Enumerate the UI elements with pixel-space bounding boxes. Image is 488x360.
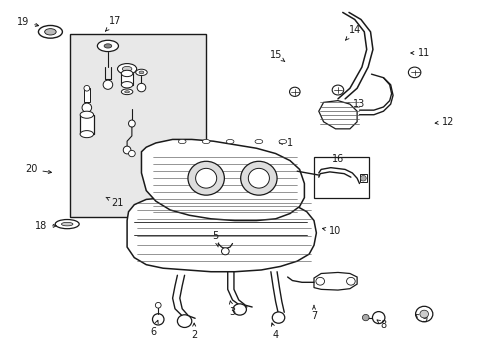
Ellipse shape [121, 70, 133, 77]
Ellipse shape [124, 91, 129, 93]
Text: 11: 11 [410, 48, 429, 58]
Ellipse shape [226, 139, 233, 144]
Text: 14: 14 [345, 25, 360, 40]
Bar [121, 73, 133, 85]
Text: 9: 9 [415, 314, 427, 324]
Text: 8: 8 [376, 320, 386, 330]
Ellipse shape [255, 139, 262, 144]
Text: 6: 6 [150, 320, 158, 337]
Ellipse shape [232, 304, 246, 315]
Bar [313, 157, 368, 198]
Ellipse shape [117, 64, 137, 74]
Ellipse shape [137, 83, 145, 92]
Ellipse shape [123, 146, 131, 154]
Ellipse shape [195, 168, 216, 188]
Ellipse shape [177, 315, 191, 328]
Ellipse shape [187, 161, 224, 195]
Ellipse shape [360, 175, 366, 181]
Bar [69, 33, 206, 217]
Bar [359, 174, 366, 182]
Ellipse shape [128, 150, 135, 157]
Polygon shape [313, 273, 356, 290]
Text: 2: 2 [191, 323, 197, 340]
Text: 5: 5 [212, 231, 219, 247]
Ellipse shape [61, 222, 73, 226]
Polygon shape [318, 100, 356, 129]
Ellipse shape [279, 139, 286, 144]
Ellipse shape [82, 103, 91, 112]
Ellipse shape [39, 26, 62, 38]
Text: 16: 16 [331, 154, 344, 164]
Ellipse shape [80, 131, 93, 138]
Ellipse shape [104, 44, 112, 48]
Text: 7: 7 [310, 305, 316, 321]
Ellipse shape [407, 67, 420, 78]
Ellipse shape [331, 85, 343, 95]
Bar [80, 115, 93, 134]
Ellipse shape [155, 302, 161, 308]
Ellipse shape [372, 312, 384, 324]
Bar [84, 88, 89, 102]
Ellipse shape [419, 310, 427, 318]
Ellipse shape [128, 120, 135, 127]
Ellipse shape [415, 306, 432, 322]
Ellipse shape [152, 314, 163, 325]
Ellipse shape [139, 71, 143, 74]
Ellipse shape [121, 82, 133, 88]
Text: 15: 15 [269, 50, 284, 62]
Ellipse shape [97, 40, 118, 51]
Text: 1: 1 [279, 138, 292, 148]
Text: 4: 4 [271, 323, 278, 340]
Ellipse shape [362, 314, 368, 321]
Ellipse shape [248, 168, 269, 188]
Ellipse shape [315, 277, 324, 285]
Ellipse shape [121, 89, 133, 95]
Text: 10: 10 [322, 226, 341, 236]
Ellipse shape [346, 277, 354, 285]
Polygon shape [141, 139, 304, 221]
Text: 13: 13 [346, 99, 365, 109]
Ellipse shape [44, 29, 56, 35]
Text: 12: 12 [434, 117, 453, 127]
Ellipse shape [240, 161, 277, 195]
Ellipse shape [221, 248, 229, 255]
Ellipse shape [202, 139, 209, 144]
Polygon shape [127, 198, 316, 272]
Ellipse shape [272, 312, 284, 323]
Text: 3: 3 [229, 301, 235, 317]
Ellipse shape [289, 87, 300, 96]
Text: 17: 17 [105, 16, 121, 31]
Text: 20: 20 [25, 165, 51, 174]
Text: 18: 18 [35, 221, 56, 231]
Ellipse shape [80, 111, 93, 118]
Ellipse shape [84, 85, 89, 91]
Ellipse shape [55, 220, 79, 229]
Ellipse shape [122, 66, 132, 71]
Ellipse shape [103, 80, 112, 89]
Text: 21: 21 [106, 197, 123, 208]
Ellipse shape [136, 69, 147, 76]
Text: 19: 19 [17, 17, 39, 27]
Ellipse shape [178, 139, 185, 144]
